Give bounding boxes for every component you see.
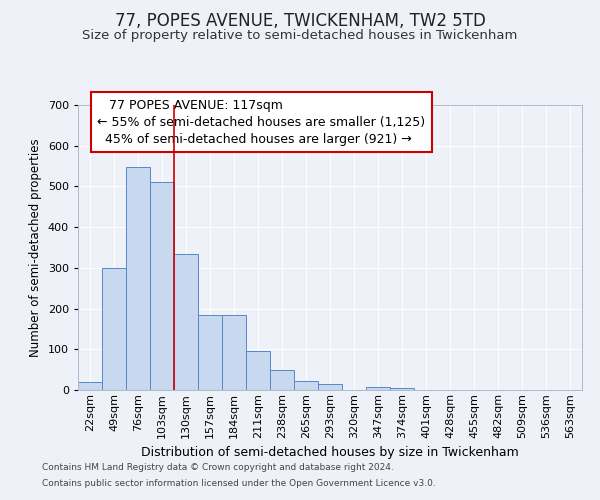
Bar [150,182,174,390]
Bar [102,268,126,390]
Bar [174,254,198,390]
Bar [126,167,150,390]
Bar [222,316,246,390]
Bar [246,350,270,390]
Text: Size of property relative to semi-detached houses in Twickenham: Size of property relative to semi-detach… [82,29,518,42]
Bar [270,370,294,390]
Bar [366,386,390,390]
Bar [78,382,102,390]
Text: Contains public sector information licensed under the Open Government Licence v3: Contains public sector information licen… [42,478,436,488]
Text: 77, POPES AVENUE, TWICKENHAM, TW2 5TD: 77, POPES AVENUE, TWICKENHAM, TW2 5TD [115,12,485,30]
Bar [390,388,414,390]
Text: Contains HM Land Registry data © Crown copyright and database right 2024.: Contains HM Land Registry data © Crown c… [42,464,394,472]
Text: 77 POPES AVENUE: 117sqm
← 55% of semi-detached houses are smaller (1,125)
  45% : 77 POPES AVENUE: 117sqm ← 55% of semi-de… [97,98,425,146]
Bar [198,316,222,390]
Y-axis label: Number of semi-detached properties: Number of semi-detached properties [29,138,42,357]
Bar [318,384,342,390]
Bar [294,381,318,390]
X-axis label: Distribution of semi-detached houses by size in Twickenham: Distribution of semi-detached houses by … [141,446,519,459]
